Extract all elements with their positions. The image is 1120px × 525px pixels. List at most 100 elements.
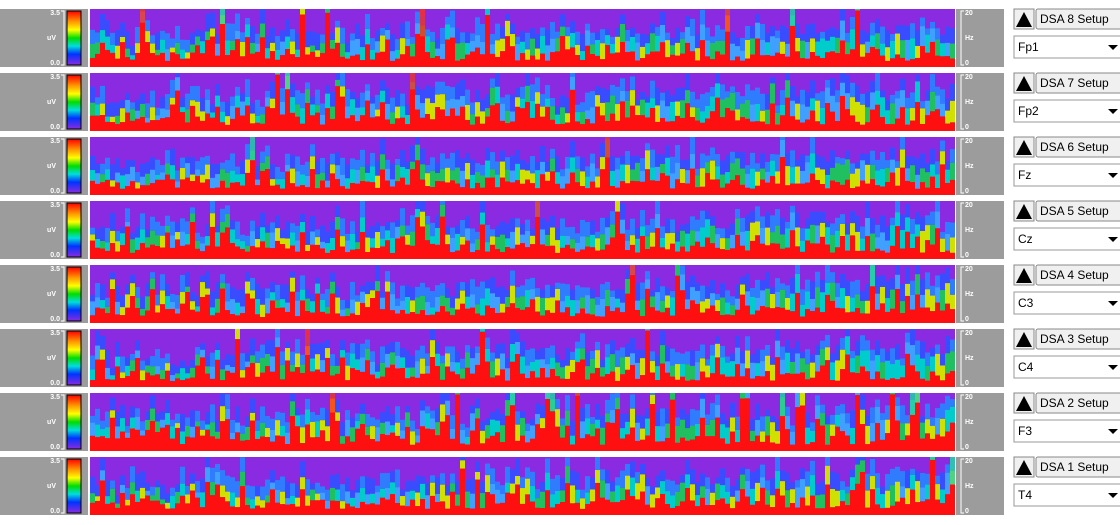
spectrogram-cell — [505, 21, 510, 36]
spectrogram-cell — [570, 360, 575, 372]
spectrogram-cell — [420, 36, 425, 67]
spectrogram-cell — [125, 426, 130, 433]
spectrogram-cell — [100, 115, 105, 131]
spectrogram-cell — [665, 158, 670, 176]
spectrogram-cell — [875, 49, 880, 67]
spectrogram-cell — [545, 107, 550, 131]
spectrogram-cell — [425, 240, 430, 259]
spectrogram-cell — [795, 227, 800, 246]
spectrogram-cell — [250, 160, 255, 195]
spectrogram-cell — [375, 116, 380, 131]
spectrogram-cell — [900, 284, 905, 301]
spectrogram-cell — [690, 92, 695, 108]
spectrogram-cell — [905, 296, 910, 323]
spectrogram-cell — [830, 489, 835, 507]
spectrogram-cell — [855, 465, 860, 484]
spectrogram-cell — [200, 243, 205, 251]
spectrogram-cell — [635, 33, 640, 42]
spectrogram-cell — [370, 290, 375, 298]
spectrogram-cell — [555, 355, 560, 363]
spectrogram-cell — [515, 298, 520, 309]
spectrogram-cell — [380, 52, 385, 67]
spectrogram-cell — [620, 471, 625, 488]
spectrogram-cell — [580, 490, 585, 499]
spectrogram-cell — [630, 478, 635, 497]
spectrogram-cell — [520, 285, 525, 296]
spectrogram-cell — [535, 424, 540, 451]
spectrogram-cell — [340, 316, 345, 323]
spectrogram-cell — [465, 228, 470, 240]
spectrogram-cell — [810, 311, 815, 323]
spectrogram-cell — [115, 412, 120, 427]
spectrogram-cell — [400, 348, 405, 358]
spectrogram-cell — [910, 281, 915, 295]
spectrogram-cell — [500, 252, 505, 259]
spectrogram-cell — [135, 188, 140, 195]
spectrogram-cell — [750, 505, 755, 515]
spectrogram-cell — [440, 485, 445, 502]
spectrogram-cell — [115, 357, 120, 367]
spectrogram-cell — [640, 350, 645, 358]
spectrogram-cell — [690, 300, 695, 323]
spectrogram-cell — [780, 308, 785, 323]
channel-label: F3 — [1018, 424, 1032, 438]
spectrogram-cell — [345, 240, 350, 252]
spectrogram-cell — [265, 354, 270, 366]
spectrogram-cell — [120, 296, 125, 308]
spectrogram-cell — [760, 111, 765, 122]
spectrogram-cell — [685, 364, 690, 380]
spectrogram-cell — [210, 482, 215, 495]
spectrogram-cell — [750, 441, 755, 451]
spectrogram-cell — [245, 37, 250, 67]
spectrogram-cell — [550, 216, 555, 228]
spectrogram-cell — [550, 246, 555, 259]
spectrogram-cell — [670, 233, 675, 244]
spectrogram-cell — [420, 346, 425, 359]
spectrogram-cell — [160, 109, 165, 119]
spectrogram-cell — [885, 100, 890, 110]
spectrogram-cell — [325, 340, 330, 348]
spectrogram-cell — [400, 23, 405, 38]
spectrogram-cell — [600, 59, 605, 67]
spectrogram-cell — [105, 242, 110, 251]
spectrogram-cell — [240, 235, 245, 241]
spectrogram-cell — [620, 234, 625, 259]
spectrogram-cell — [290, 292, 295, 323]
spectrogram-cell — [590, 436, 595, 451]
spectrogram-cell — [390, 352, 395, 364]
spectrogram-cell — [835, 427, 840, 451]
spectrogram-cell — [930, 74, 935, 92]
spectrogram-cell — [455, 481, 460, 495]
spectrogram-cell — [940, 104, 945, 117]
spectrogram-cell — [885, 420, 890, 433]
spectrogram-cell — [445, 235, 450, 245]
spectrogram-cell — [280, 55, 285, 67]
spectrogram-cell — [420, 359, 425, 374]
spectrogram-cell — [485, 362, 490, 387]
spectrogram-cell — [465, 352, 470, 367]
spectrogram-cell — [395, 118, 400, 131]
spectrogram-cell — [235, 108, 240, 131]
spectrogram-cell — [145, 483, 150, 491]
spectrogram-cell — [555, 409, 560, 427]
spectrogram-cell — [340, 175, 345, 186]
spectrogram-cell — [310, 144, 315, 156]
spectrogram-cell — [320, 408, 325, 420]
spectrogram-cell — [105, 117, 110, 122]
spectrogram-cell — [265, 248, 270, 259]
spectrogram-cell — [360, 150, 365, 167]
spectrogram-cell — [465, 508, 470, 515]
spectrogram-cell — [770, 294, 775, 308]
spectrogram-cell — [905, 333, 910, 343]
spectrogram-cell — [135, 182, 140, 188]
spectrogram-cell — [750, 472, 755, 489]
spectrogram-cell — [105, 412, 110, 428]
spectrogram-cell — [170, 375, 175, 381]
spectrogram-cell — [170, 420, 175, 427]
spectrogram-cell — [550, 411, 555, 451]
spectrogram-cell — [920, 26, 925, 46]
spectrogram-cell — [335, 43, 340, 67]
spectrogram-cell — [460, 96, 465, 107]
spectrogram-cell — [500, 97, 505, 103]
spectrogram-cell — [555, 51, 560, 67]
